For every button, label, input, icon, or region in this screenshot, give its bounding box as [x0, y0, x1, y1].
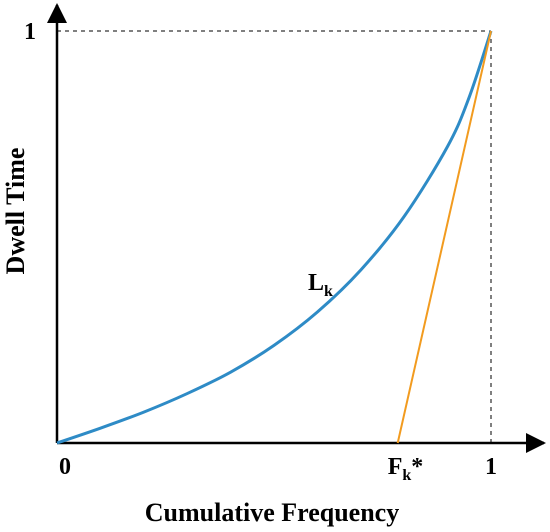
intercept-label-suffix: *	[411, 454, 423, 480]
curve-label-main: L	[308, 270, 324, 296]
x-axis-title: Cumulative Frequency	[145, 498, 399, 527]
intercept-label: Fk*	[388, 454, 424, 484]
x-tick-label: 0	[59, 454, 71, 480]
intercept-label-sub: k	[402, 467, 411, 484]
y-axis-title: Dwell Time	[1, 148, 30, 275]
y-tick-label: 1	[24, 19, 36, 45]
series-curve-lk	[56, 30, 493, 445]
curve-label: Lk	[308, 270, 333, 300]
series-line-fk	[396, 30, 492, 444]
intercept-label-main: F	[388, 454, 403, 480]
curve-label-sub: k	[324, 283, 333, 300]
x-tick-label: 1	[485, 454, 497, 480]
